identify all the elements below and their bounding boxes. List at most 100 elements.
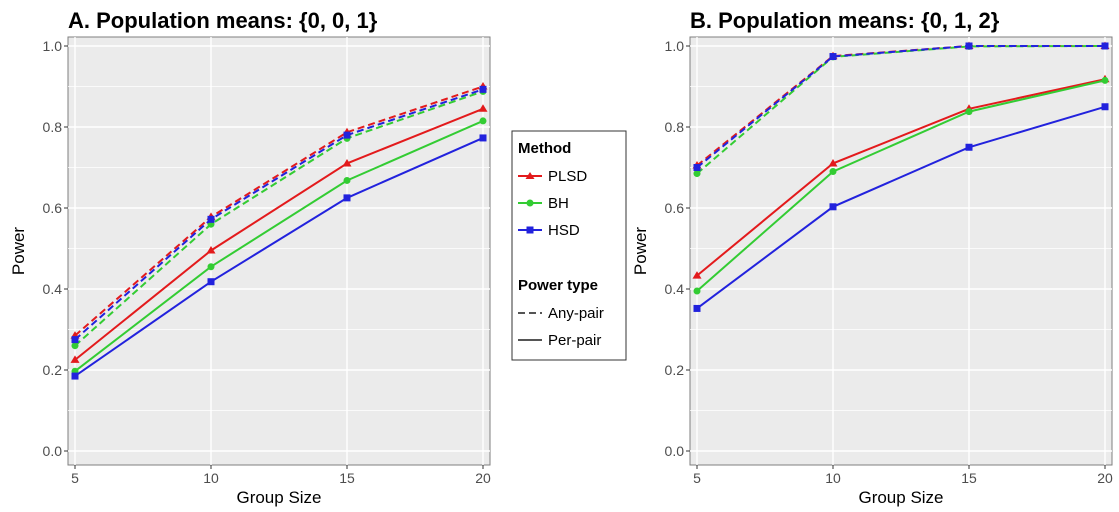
x-tick-label: 15 [961, 470, 977, 486]
data-point [1101, 103, 1109, 111]
chart-title: B. Population means: {0, 1, 2} [690, 8, 1000, 33]
legend-label: Per-pair [548, 332, 601, 349]
x-tick-label: 20 [475, 470, 491, 486]
x-tick-label: 10 [203, 470, 219, 486]
legend-label: PLSD [548, 168, 587, 185]
data-point [71, 336, 79, 344]
series-line [696, 78, 1106, 277]
series-hsd-any-pair [71, 85, 487, 344]
series-line [74, 107, 484, 361]
data-point [693, 287, 701, 295]
data-point [829, 203, 837, 211]
legend: Method PLSD BH HSD Power type Any-pair P… [511, 130, 627, 361]
y-tick-label: 0.8 [43, 119, 63, 135]
y-tick-label: 1.0 [665, 38, 685, 54]
series-bh-per-pair [71, 117, 487, 375]
axes: 0.0 0.2 0.4 0.6 0.8 1.0 5 10 15 20 [43, 38, 491, 486]
chart-title: A. Population means: {0, 0, 1} [68, 8, 378, 33]
series-line [74, 136, 484, 377]
series-bh-per-pair [693, 76, 1109, 295]
data-point [1101, 42, 1109, 50]
x-tick-label: 10 [825, 470, 841, 486]
data-point [479, 85, 487, 93]
y-tick-label: 0.0 [43, 443, 63, 459]
data-point [1101, 76, 1109, 84]
legend-item-bh: BH [518, 195, 569, 212]
y-tick-label: 0.2 [665, 362, 685, 378]
data-point [343, 176, 351, 184]
data-point [70, 355, 80, 363]
series-hsd-per-pair [693, 103, 1109, 312]
data-point [207, 215, 215, 223]
legend-item-per-pair: Per-pair [518, 332, 601, 349]
data-point [71, 342, 79, 350]
series-line [696, 79, 1106, 292]
legend-box [511, 130, 627, 361]
data-point [965, 108, 973, 116]
data-point [829, 168, 837, 176]
x-axis-title: Group Size [236, 488, 321, 507]
x-tick-label: 20 [1097, 470, 1113, 486]
data-point [692, 271, 702, 279]
data-point [693, 170, 701, 178]
y-tick-label: 0.6 [665, 200, 685, 216]
data-point [342, 158, 352, 167]
triangle-marker-icon [525, 172, 535, 179]
y-axis-title: Power [631, 227, 650, 276]
y-axis-title: Power [9, 227, 28, 276]
x-tick-label: 5 [693, 470, 701, 486]
data-point [207, 278, 215, 286]
x-tick-label: 5 [71, 470, 79, 486]
legend-label: Any-pair [548, 305, 604, 322]
square-marker-icon [526, 226, 534, 234]
series-plsd-per-pair [70, 104, 488, 363]
legend-item-any-pair: Any-pair [518, 305, 604, 322]
data-point [829, 53, 837, 61]
y-tick-label: 1.0 [43, 38, 63, 54]
y-tick-label: 0.2 [43, 362, 63, 378]
chart-panel-b: B. Population means: {0, 1, 2} 0.0 0.2 0.4… [631, 8, 1113, 507]
circle-marker-icon [526, 199, 534, 207]
series-hsd-any-pair [693, 42, 1109, 171]
data-point [206, 246, 216, 254]
data-point [343, 194, 351, 202]
legend-label: BH [548, 195, 569, 212]
data-point [693, 164, 701, 171]
series-layer [70, 82, 488, 380]
series-line [74, 119, 484, 372]
x-axis-title: Group Size [858, 488, 943, 507]
legend-item-plsd: PLSD [518, 168, 587, 185]
series-hsd-per-pair [71, 134, 487, 380]
y-tick-label: 0.6 [43, 200, 63, 216]
y-tick-label: 0.4 [665, 281, 685, 297]
legend-label: HSD [548, 222, 580, 239]
data-point [479, 117, 487, 125]
data-point [71, 372, 79, 380]
data-point [828, 158, 838, 167]
data-point [343, 131, 351, 139]
data-point [965, 42, 973, 50]
data-point [207, 263, 215, 271]
legend-item-hsd: HSD [518, 222, 580, 239]
series-line [696, 105, 1106, 310]
legend-method-title: Method [518, 140, 571, 157]
axes: 0.0 0.2 0.4 0.6 0.8 1.0 5 10 15 20 [665, 38, 1113, 486]
chart-panel-a: A. Population means: {0, 0, 1} 0.0 0.2 0.4… [9, 8, 491, 507]
data-point [478, 104, 488, 112]
series-layer [692, 41, 1110, 312]
data-point [693, 304, 701, 312]
y-tick-label: 0.8 [665, 119, 685, 135]
data-point [965, 143, 973, 151]
legend-power-type-title: Power type [518, 277, 598, 294]
x-tick-label: 15 [339, 470, 355, 486]
series-line [74, 85, 484, 337]
y-tick-label: 0.0 [665, 443, 685, 459]
plot-area [67, 36, 491, 466]
plot-area [689, 36, 1113, 466]
y-tick-label: 0.4 [43, 281, 63, 297]
series-line [696, 45, 1105, 169]
series-line [74, 90, 484, 347]
data-point [479, 134, 487, 142]
series-line [74, 88, 484, 341]
